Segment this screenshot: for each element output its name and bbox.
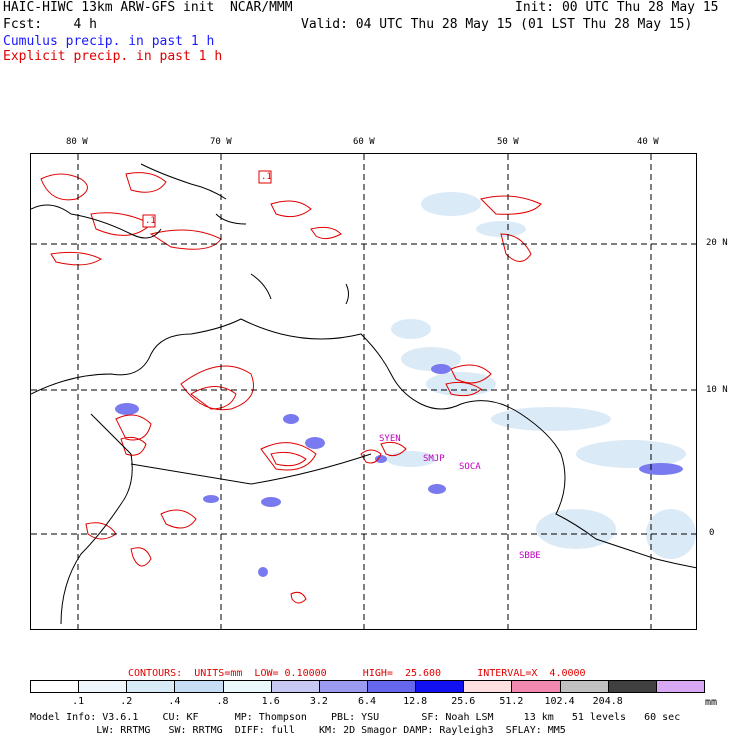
colorbar-tick-label: .4 xyxy=(168,696,181,707)
colorbar-tick-label: 3.2 xyxy=(309,696,328,707)
lat-label-10n: 10 N xyxy=(706,385,728,395)
model-info-line2: LW: RRTMG SW: RRTMG DIFF: full KM: 2D Sm… xyxy=(30,725,566,736)
lon-label-70w: 70 W xyxy=(210,137,232,147)
colorbar-cell xyxy=(463,680,513,693)
colorbar-cell xyxy=(126,680,176,693)
contours-info: CONTOURS: UNITS=mm LOW= 0.10000 HIGH= 25… xyxy=(128,668,586,679)
model-title: HAIC-HIWC 13km ARW-GFS init NCAR/MMM xyxy=(3,0,293,15)
lat-label-eq: 0 xyxy=(709,528,715,538)
legend-explicit: Explicit precip. in past 1 h xyxy=(3,49,223,64)
colorbar-cell xyxy=(559,680,609,693)
model-info-line1: Model Info: V3.6.1 CU: KF MP: Thompson P… xyxy=(30,712,681,723)
lat-label-20n: 20 N xyxy=(706,238,728,248)
cumulus-light-areas xyxy=(386,192,696,559)
colorbar-cell xyxy=(415,680,465,693)
forecast-hour: Fcst: 4 h xyxy=(3,17,97,32)
colorbar-tick-label: .8 xyxy=(216,696,229,707)
station-soca: SOCA xyxy=(459,462,481,472)
init-time: Init: 00 UTC Thu 28 May 15 xyxy=(515,0,719,15)
colorbar-cell xyxy=(318,680,368,693)
map-canvas xyxy=(31,154,696,629)
colorbar-cell xyxy=(511,680,561,693)
coastlines xyxy=(31,163,696,625)
colorbar-cell xyxy=(30,680,80,693)
contour-label-1: .1 xyxy=(261,172,272,182)
explicit-precip-contours xyxy=(40,172,542,604)
lon-label-60w: 60 W xyxy=(353,137,375,147)
colorbar-tick-label: .2 xyxy=(120,696,133,707)
colorbar xyxy=(30,680,705,693)
colorbar-cell xyxy=(607,680,657,693)
colorbar-unit: mm xyxy=(705,697,718,708)
colorbar-tick-label: 25.6 xyxy=(451,696,476,707)
colorbar-tick-label: 102.4 xyxy=(544,696,575,707)
station-sbbe: SBBE xyxy=(519,551,541,561)
colorbar-tick-label: 6.4 xyxy=(357,696,377,707)
colorbar-cell xyxy=(78,680,128,693)
legend-cumulus: Cumulus precip. in past 1 h xyxy=(3,34,215,49)
contour-label-2: .1 xyxy=(145,216,156,226)
colorbar-tick-label: 1.6 xyxy=(261,696,280,707)
colorbar-tick-label: 12.8 xyxy=(403,696,428,707)
grid-lines xyxy=(31,154,696,629)
colorbar-cell xyxy=(222,680,272,693)
colorbar-tick-label: 204.8 xyxy=(592,696,623,707)
colorbar-tick-label: .1 xyxy=(72,696,85,707)
colorbar-cell xyxy=(270,680,320,693)
colorbar-cell xyxy=(655,680,705,693)
lon-label-80w: 80 W xyxy=(66,137,88,147)
station-smjp: SMJP xyxy=(423,454,445,464)
colorbar-cell xyxy=(174,680,224,693)
cumulus-moderate-areas xyxy=(115,364,683,577)
station-syen: SYEN xyxy=(379,434,401,444)
lon-label-40w: 40 W xyxy=(637,137,659,147)
colorbar-tick-label: 51.2 xyxy=(499,696,524,707)
colorbar-cell xyxy=(367,680,417,693)
lon-label-50w: 50 W xyxy=(497,137,519,147)
precip-map: .1 .1 SYEN SMJP SOCA SBBE xyxy=(30,153,697,630)
contour-labels xyxy=(142,170,272,228)
valid-time: Valid: 04 UTC Thu 28 May 15 (01 LST Thu … xyxy=(301,17,693,32)
